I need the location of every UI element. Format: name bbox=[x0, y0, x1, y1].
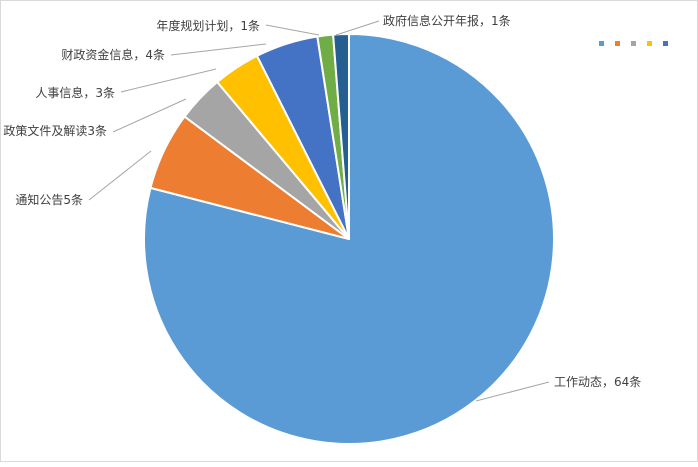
data-label-4: 财政资金信息，4条 bbox=[61, 47, 165, 62]
leader-line-5 bbox=[265, 24, 320, 36]
data-label-5: 年度规划计划，1条 bbox=[156, 18, 260, 33]
pie-slice-6 bbox=[332, 32, 350, 240]
leader-line-1 bbox=[88, 150, 152, 201]
data-label-2: 政策文件及解读3条 bbox=[3, 123, 107, 138]
legend-marker-3 bbox=[647, 41, 652, 46]
legend-marker-0 bbox=[599, 41, 604, 46]
leader-line-6 bbox=[335, 20, 380, 36]
leader-line-4 bbox=[170, 43, 267, 56]
leader-line-3 bbox=[120, 68, 217, 93]
data-label-3: 人事信息，3条 bbox=[35, 85, 115, 100]
legend-marker-2 bbox=[631, 41, 636, 46]
legend-marker-4 bbox=[663, 41, 668, 46]
legend-marker-1 bbox=[615, 41, 620, 46]
leader-line-2 bbox=[112, 98, 187, 133]
data-label-0: 工作动态，64条 bbox=[554, 375, 641, 389]
data-label-6: 政府信息公开年报，1条 bbox=[383, 13, 511, 28]
data-label-1: 通知公告5条 bbox=[15, 193, 83, 207]
leader-line-0 bbox=[475, 381, 550, 402]
